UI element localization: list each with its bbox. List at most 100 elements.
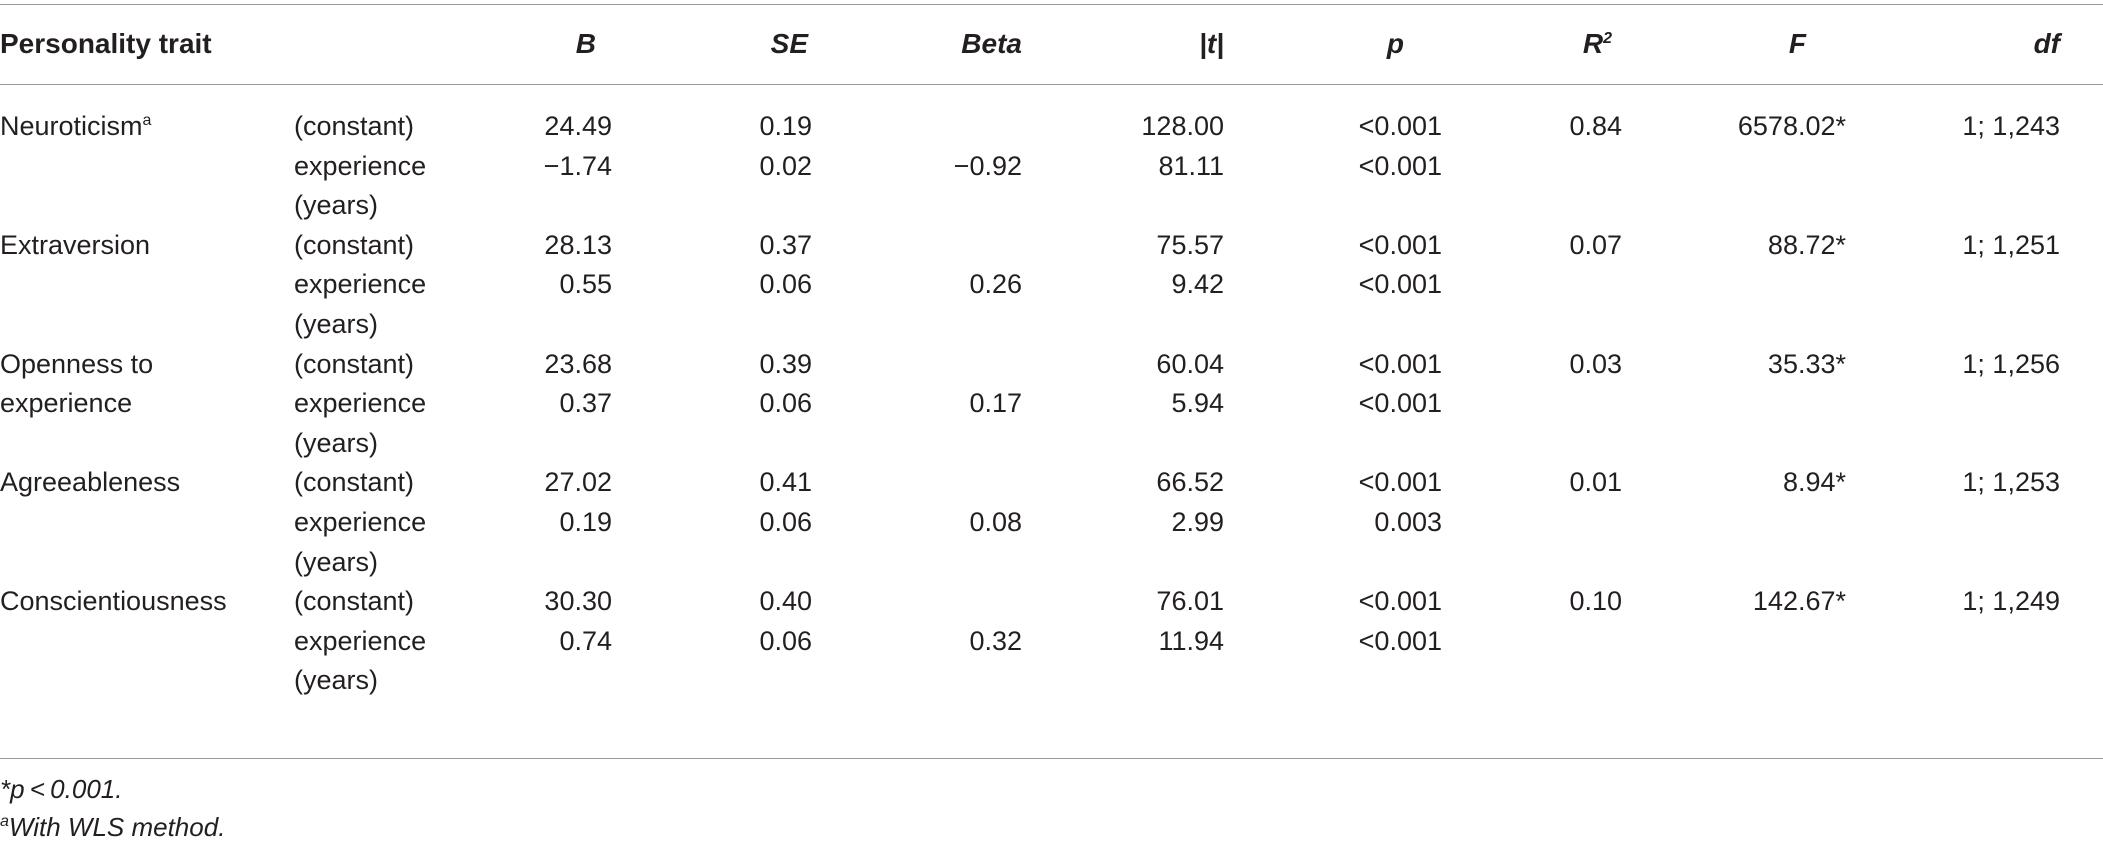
table-bottom-rule [0, 758, 2103, 759]
b-value: 27.02 [544, 467, 612, 498]
b-value: 0.74 [559, 625, 612, 656]
t-value: 81.11 [1158, 150, 1224, 181]
header-p: p [1386, 28, 1404, 59]
se-value: 0.40 [759, 586, 812, 617]
p-value: <0.001 [1358, 388, 1442, 419]
predictor-label: experience [294, 625, 427, 656]
df-value: 1; 1,243 [1962, 111, 2060, 141]
t-value: 60.04 [1156, 348, 1224, 379]
table-top-rule [0, 4, 2103, 5]
b-value: 0.37 [559, 388, 612, 419]
header-r2-base: R [1582, 28, 1604, 59]
se-value: 0.19 [759, 111, 812, 141]
b-value: 30.30 [544, 586, 612, 617]
footnote-a-symbol: a [0, 813, 9, 830]
p-value: <0.001 [1358, 348, 1442, 379]
beta-value: 0.17 [969, 388, 1022, 419]
se-value: 0.06 [759, 269, 812, 300]
predictor-label: experience [294, 507, 427, 537]
header-t: |t| [1199, 28, 1224, 59]
predictor-label: experience [294, 150, 427, 181]
beta-value: 0.08 [969, 507, 1022, 537]
predictor-label: (years) [294, 665, 379, 696]
r2-value: 0.07 [1569, 229, 1622, 260]
se-value: 0.06 [759, 388, 812, 419]
footnote-significance: *p < 0.001. [0, 772, 122, 806]
p-value: <0.001 [1358, 586, 1442, 617]
header-beta: Beta [961, 28, 1022, 59]
p-value: 0.003 [1374, 507, 1442, 537]
p-value: <0.001 [1358, 150, 1442, 181]
predictor-label: (constant) [294, 229, 415, 260]
f-value: 88.72* [1767, 229, 1846, 260]
predictor-label: (constant) [294, 467, 415, 498]
t-value: 11.94 [1158, 625, 1224, 656]
predictor-label: experience [294, 388, 427, 419]
t-value: 76.01 [1156, 586, 1224, 617]
r2-value: 0.01 [1569, 467, 1622, 498]
t-value: 9.42 [1171, 269, 1224, 300]
header-b: B [575, 28, 596, 59]
footnote-star-symbol: * [0, 774, 11, 804]
t-value: 128.00 [1141, 111, 1224, 141]
trait-name: Agreeableness [0, 467, 181, 498]
predictor-label: (years) [294, 427, 379, 458]
header-divider-rule [0, 84, 2103, 85]
trait-name-text: Neuroticism [0, 111, 143, 141]
r2-value: 0.84 [1569, 111, 1622, 141]
f-value: 6578.02* [1737, 111, 1846, 141]
f-value: 142.67* [1752, 586, 1846, 617]
se-value: 0.37 [759, 229, 812, 260]
predictor-label: experience [294, 269, 427, 300]
header-r2: R2 [1560, 26, 1612, 62]
df-value: 1; 1,249 [1962, 586, 2060, 617]
header-df: df [2033, 28, 2060, 59]
b-value: 28.13 [544, 229, 612, 260]
b-value: 23.68 [544, 348, 612, 379]
se-value: 0.02 [759, 150, 812, 181]
trait-superscript: a [142, 112, 152, 129]
p-value: <0.001 [1358, 111, 1442, 141]
f-value: 35.33* [1767, 348, 1846, 379]
trait-name: experience [0, 388, 133, 419]
trait-name: Conscientiousness [0, 586, 227, 617]
predictor-label: (constant) [294, 348, 415, 379]
trait-name: Neuroticisma [0, 108, 151, 144]
df-value: 1; 1,253 [1962, 467, 2060, 498]
header-personality-trait: Personality trait [0, 28, 212, 59]
beta-value: −0.92 [953, 150, 1022, 181]
df-value: 1; 1,251 [1962, 229, 2060, 260]
t-value: 66.52 [1156, 467, 1224, 498]
r2-value: 0.03 [1569, 348, 1622, 379]
p-value: <0.001 [1358, 269, 1442, 300]
se-value: 0.41 [759, 467, 812, 498]
t-value: 2.99 [1171, 507, 1224, 537]
trait-name: Extraversion [0, 229, 151, 260]
header-f: F [1788, 28, 1806, 59]
beta-value: 0.32 [969, 625, 1022, 656]
p-value: <0.001 [1358, 229, 1442, 260]
predictor-label: (years) [294, 546, 379, 577]
b-value: 0.55 [559, 269, 612, 300]
t-value: 75.57 [1156, 229, 1224, 260]
predictor-label: (constant) [294, 111, 415, 141]
b-value: 0.19 [559, 507, 612, 537]
footnote-method: aWith WLS method. [0, 810, 225, 844]
header-se: SE [770, 28, 808, 59]
trait-name: Openness to [0, 348, 154, 379]
footnote-star-text: p < 0.001. [10, 774, 123, 804]
se-value: 0.06 [759, 507, 812, 537]
t-value: 5.94 [1171, 388, 1224, 419]
footnote-a-text: With WLS method. [8, 812, 226, 842]
p-value: <0.001 [1358, 625, 1442, 656]
header-r2-superscript: 2 [1603, 30, 1612, 47]
beta-value: 0.26 [969, 269, 1022, 300]
predictor-label: (constant) [294, 586, 415, 617]
f-value: 8.94* [1782, 467, 1846, 498]
predictor-label: (years) [294, 190, 379, 221]
r2-value: 0.10 [1569, 586, 1622, 617]
p-value: <0.001 [1358, 467, 1442, 498]
se-value: 0.39 [759, 348, 812, 379]
predictor-label: (years) [294, 309, 379, 339]
se-value: 0.06 [759, 625, 812, 656]
